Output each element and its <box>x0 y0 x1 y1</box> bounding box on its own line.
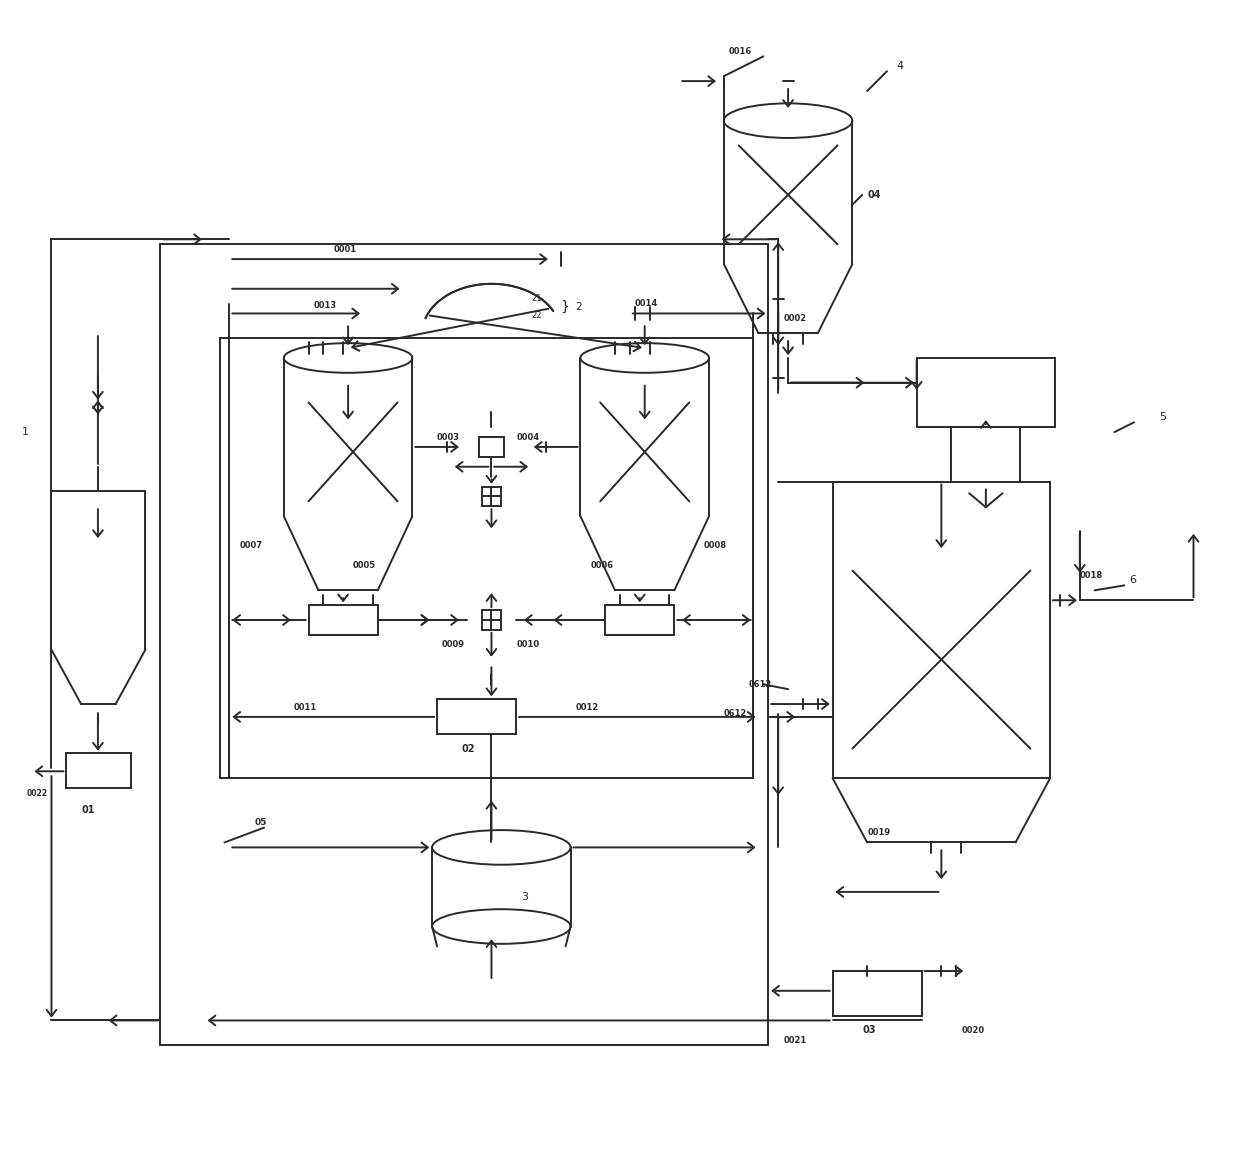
Text: 6: 6 <box>1130 576 1136 586</box>
Text: 0005: 0005 <box>353 561 376 570</box>
Bar <box>160 244 769 1045</box>
Text: 2: 2 <box>575 302 582 312</box>
Text: 0016: 0016 <box>729 47 751 56</box>
Text: 22: 22 <box>531 311 542 320</box>
Text: 0008: 0008 <box>704 541 727 550</box>
Bar <box>481 487 501 506</box>
Bar <box>605 605 675 635</box>
Text: 02: 02 <box>461 744 475 754</box>
Text: 0019: 0019 <box>867 828 890 837</box>
Text: 5: 5 <box>1159 412 1166 422</box>
Bar <box>832 971 921 1015</box>
Ellipse shape <box>432 909 570 944</box>
Bar <box>481 610 501 630</box>
Text: 4: 4 <box>897 61 904 71</box>
Bar <box>436 699 516 733</box>
Text: 0004: 0004 <box>516 433 539 442</box>
Bar <box>479 437 503 457</box>
Bar <box>951 427 1021 496</box>
Text: 0006: 0006 <box>590 561 614 570</box>
Text: 0021: 0021 <box>784 1036 806 1045</box>
Text: 01: 01 <box>81 805 94 815</box>
Text: 04: 04 <box>867 190 880 200</box>
Bar <box>66 754 130 788</box>
Ellipse shape <box>724 104 852 138</box>
Text: 3: 3 <box>521 892 528 902</box>
Bar <box>309 605 378 635</box>
Text: 0002: 0002 <box>784 314 806 323</box>
Text: 21: 21 <box>531 295 542 303</box>
Text: 0020: 0020 <box>961 1026 985 1035</box>
Text: 05: 05 <box>254 818 267 828</box>
Text: 0007: 0007 <box>239 541 263 550</box>
Text: 0011: 0011 <box>294 702 317 711</box>
Bar <box>219 338 754 778</box>
Text: 0022: 0022 <box>27 788 47 798</box>
Ellipse shape <box>284 343 413 373</box>
Text: 0003: 0003 <box>436 433 460 442</box>
Text: 0013: 0013 <box>314 302 336 310</box>
Text: 1: 1 <box>22 427 29 437</box>
Ellipse shape <box>580 343 709 373</box>
Bar <box>832 481 1050 778</box>
Ellipse shape <box>432 830 570 864</box>
Text: 0612: 0612 <box>749 680 773 688</box>
Text: }: } <box>560 299 569 313</box>
Text: 0014: 0014 <box>635 299 658 308</box>
Text: 0612: 0612 <box>724 709 748 718</box>
Text: 0018: 0018 <box>1080 571 1102 580</box>
Bar <box>916 358 1055 427</box>
Text: 0009: 0009 <box>441 640 465 649</box>
Text: 0010: 0010 <box>516 640 539 649</box>
Text: 0012: 0012 <box>575 702 599 711</box>
Text: 03: 03 <box>862 1026 875 1036</box>
Text: 0001: 0001 <box>334 245 356 253</box>
